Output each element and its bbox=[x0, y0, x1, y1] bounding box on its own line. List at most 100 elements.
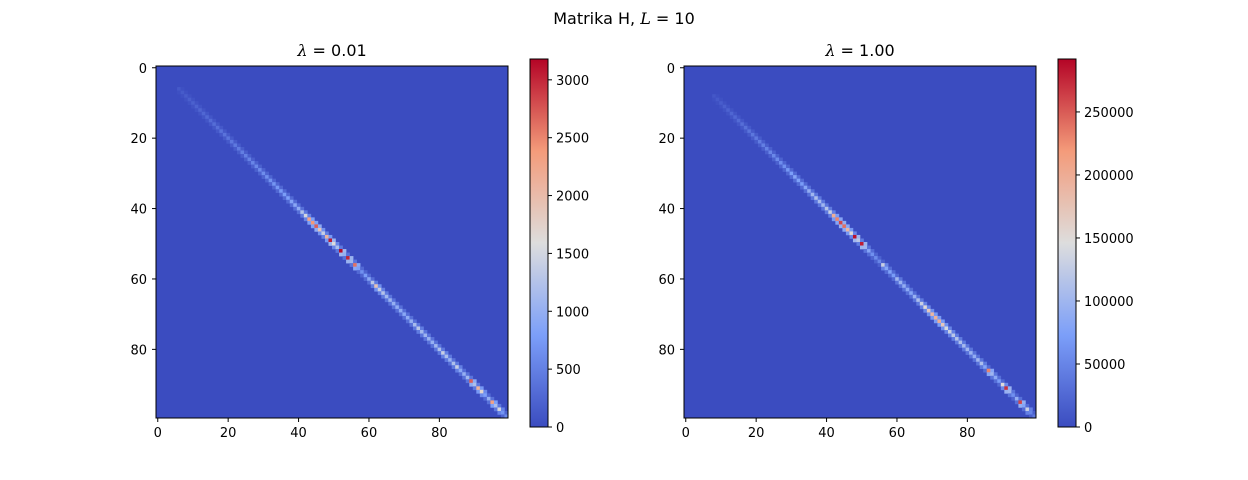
heatmap-cell bbox=[363, 273, 368, 278]
heatmap-cell bbox=[229, 139, 234, 144]
heatmap-cell bbox=[335, 245, 340, 250]
heatmap-cell bbox=[486, 396, 491, 401]
heatmap-cell bbox=[479, 393, 484, 398]
heatmap-cell bbox=[810, 196, 815, 201]
heatmap-cell bbox=[416, 326, 421, 331]
heatmap-cell bbox=[948, 330, 952, 334]
heatmap-cell bbox=[493, 400, 498, 405]
heatmap-cell bbox=[194, 108, 199, 113]
heatmap-cell bbox=[775, 157, 780, 162]
x-tick-label: 40 bbox=[290, 426, 307, 441]
heatmap-cell bbox=[395, 301, 400, 306]
heatmap-cell bbox=[779, 157, 783, 162]
heatmap-cell bbox=[923, 301, 928, 306]
heatmap-cell bbox=[332, 238, 336, 243]
heatmap-cell bbox=[469, 379, 474, 384]
heatmap-cell bbox=[993, 375, 998, 380]
x-tick-label: 60 bbox=[361, 426, 378, 441]
heatmap-cell bbox=[314, 224, 319, 229]
heatmap-cell bbox=[793, 178, 797, 183]
heatmap-cell bbox=[374, 284, 379, 289]
heatmap-cell bbox=[247, 157, 252, 162]
heatmap-cell bbox=[1007, 393, 1012, 398]
heatmap-cell bbox=[416, 322, 421, 327]
heatmap-cell bbox=[423, 330, 428, 334]
heatmap-cell bbox=[902, 287, 907, 292]
heatmap-cell bbox=[184, 97, 188, 102]
heatmap-cell bbox=[233, 139, 238, 144]
heatmap-cell bbox=[321, 231, 326, 236]
heatmap-cell bbox=[740, 125, 745, 130]
heatmap-cell bbox=[803, 189, 808, 194]
heatmap-cell bbox=[757, 139, 762, 144]
heatmap-cell bbox=[898, 277, 903, 282]
heatmap-cell bbox=[750, 132, 755, 137]
heatmap-cell bbox=[289, 203, 294, 208]
heatmap-cell bbox=[191, 101, 196, 106]
heatmap-cell bbox=[817, 203, 822, 208]
heatmap-cell bbox=[416, 330, 421, 334]
heatmap-cell bbox=[328, 234, 333, 239]
heatmap-cell bbox=[317, 231, 322, 236]
heatmap-cell bbox=[958, 340, 963, 345]
heatmap-cell bbox=[412, 319, 417, 324]
heatmap-cell bbox=[476, 386, 481, 391]
heatmap-cell bbox=[324, 234, 329, 239]
heatmap-cell bbox=[965, 347, 970, 352]
heatmap-cell bbox=[972, 351, 977, 355]
heatmap-cell bbox=[391, 305, 396, 310]
heatmap-cell bbox=[486, 393, 491, 398]
heatmap-cell bbox=[240, 146, 245, 151]
heatmap-cell bbox=[265, 175, 269, 179]
heatmap-cell bbox=[342, 256, 347, 260]
heatmap-cell bbox=[265, 171, 269, 176]
heatmap-cell bbox=[236, 143, 241, 148]
colorbar bbox=[529, 58, 549, 428]
heatmap-cell bbox=[296, 203, 301, 208]
heatmap-cell bbox=[796, 175, 801, 179]
heatmap-cell bbox=[409, 319, 414, 324]
heatmap-cell bbox=[849, 234, 854, 239]
heatmap-cell bbox=[374, 287, 379, 292]
heatmap-cell bbox=[268, 175, 273, 179]
heatmap-cell bbox=[1011, 396, 1016, 401]
heatmap-cell bbox=[888, 266, 892, 271]
heatmap-cell bbox=[437, 344, 442, 348]
heatmap-cell bbox=[222, 132, 227, 137]
heatmap-cell bbox=[208, 118, 213, 123]
heatmap-cell bbox=[360, 270, 364, 274]
heatmap-cell bbox=[448, 358, 452, 362]
heatmap-cell bbox=[448, 361, 452, 366]
heatmap-cell bbox=[1021, 400, 1026, 405]
heatmap-cell bbox=[923, 305, 928, 310]
heatmap-cell bbox=[314, 220, 319, 225]
heatmap-cell bbox=[451, 358, 456, 362]
heatmap-cell bbox=[884, 270, 889, 274]
x-tick-label: 80 bbox=[431, 426, 448, 441]
heatmap-cell bbox=[261, 175, 266, 179]
heatmap-cell bbox=[814, 192, 819, 197]
heatmap-cell bbox=[958, 337, 963, 341]
heatmap-cell bbox=[926, 305, 931, 310]
y-tick-label: 60 bbox=[658, 273, 675, 288]
heatmap-cell bbox=[867, 249, 871, 253]
heatmap-cell bbox=[490, 400, 495, 405]
heatmap-cell bbox=[835, 220, 840, 225]
heatmap-cell bbox=[821, 206, 826, 211]
heatmap-cell bbox=[817, 199, 822, 204]
heatmap-cell bbox=[842, 220, 847, 225]
heatmap-cell bbox=[465, 375, 470, 380]
heatmap-cell bbox=[803, 185, 808, 190]
heatmap-cell bbox=[937, 322, 942, 327]
heatmap-cell bbox=[969, 347, 973, 352]
heatmap-cell bbox=[933, 319, 938, 324]
heatmap-cell bbox=[789, 168, 794, 172]
y-tick-label: 40 bbox=[658, 203, 675, 218]
heatmap-cell bbox=[427, 340, 431, 345]
heatmap-cell bbox=[458, 365, 463, 370]
heatmap-cell bbox=[807, 185, 812, 190]
heatmap-cell bbox=[472, 382, 477, 387]
heatmap-cell bbox=[1021, 407, 1026, 412]
heatmap-cell bbox=[1028, 414, 1033, 419]
heatmap-cell bbox=[940, 319, 945, 324]
